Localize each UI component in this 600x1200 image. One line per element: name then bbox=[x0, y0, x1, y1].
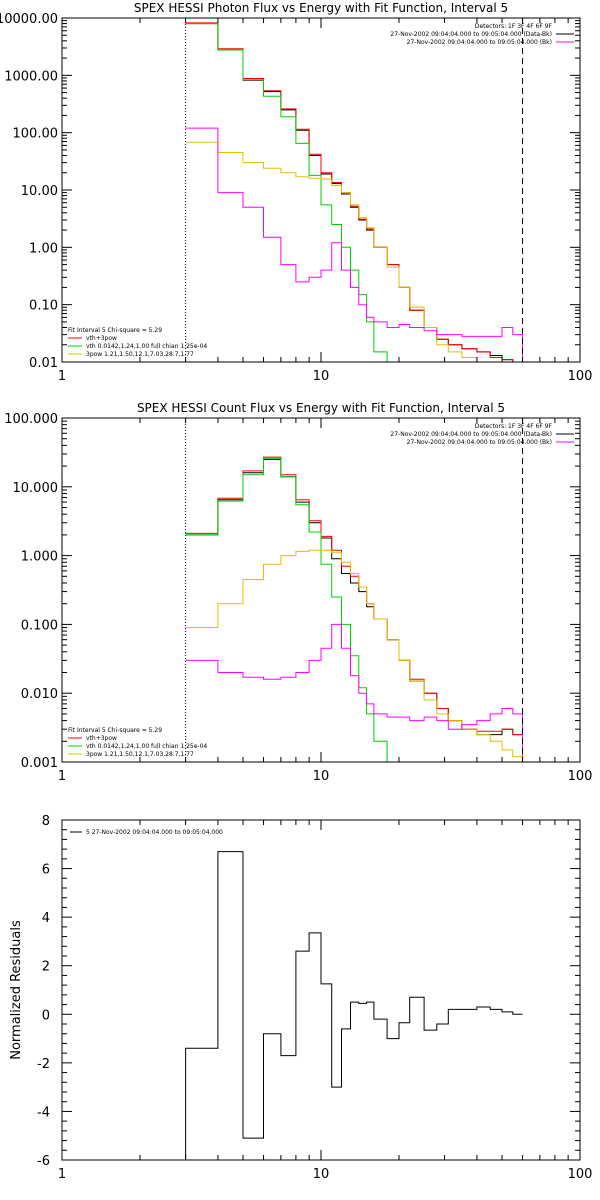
x-tick-label: 10 bbox=[313, 1167, 330, 1182]
x-tick-label: 100 bbox=[568, 769, 593, 784]
y-tick-label: 0 bbox=[42, 1008, 50, 1023]
legend-topright-text: 27-Nov-2002 09:04:04.000 to 09:05:04.000… bbox=[390, 431, 552, 438]
y-tick-label: 0.100 bbox=[21, 618, 58, 633]
series-line-0 bbox=[185, 458, 523, 762]
y-axis-label: Normalized Residuals bbox=[9, 920, 24, 1060]
legend-bottomleft-text: vth 0.0142,1.24,1.00 full chian 1.25e-04 bbox=[86, 743, 207, 750]
y-tick-label: 0.01 bbox=[29, 356, 58, 371]
legend-bottomleft-text: vth+3pow bbox=[86, 735, 117, 742]
series-line-3 bbox=[185, 549, 569, 762]
y-tick-label: 100.000 bbox=[4, 412, 58, 427]
series-line-1 bbox=[185, 456, 523, 762]
legend-bottomleft-text: 3pow 1.21,1.50,12.1,7.03,28.7,1.77 bbox=[86, 751, 194, 758]
legend-bottomleft-text: Fit Interval 5 Chi-square = 5.29 bbox=[68, 727, 162, 734]
plot-area bbox=[185, 851, 523, 1160]
y-tick-label: -4 bbox=[37, 1105, 50, 1120]
legend-topright-text: 27-Nov-2002 09:04:04.000 to 09:05:04.000… bbox=[407, 439, 552, 446]
y-tick-label: 10.000 bbox=[13, 481, 59, 496]
series-line-2 bbox=[185, 23, 388, 362]
series-line-1 bbox=[185, 22, 523, 362]
y-tick-label: 0.010 bbox=[21, 687, 58, 702]
y-tick-label: -6 bbox=[37, 1154, 50, 1169]
y-tick-label: 100.00 bbox=[13, 127, 59, 142]
x-tick-label: 1 bbox=[58, 1167, 66, 1182]
y-tick-label: 1.000 bbox=[21, 550, 58, 565]
legend-topright-text: Detectors: 1F 3F 4F 6F 9F bbox=[475, 423, 553, 430]
chart-title: SPEX HESSI Photon Flux vs Energy with Fi… bbox=[134, 1, 508, 15]
x-tick-label: 100 bbox=[568, 1167, 593, 1182]
x-tick-label: 1 bbox=[58, 369, 66, 384]
legend-bottomleft-text: 3pow 1.21,1.50,12.1,7.03,28.7,1.77 bbox=[86, 351, 194, 358]
legend-topright-text: Detectors: 1F 3F 4F 6F 9F bbox=[475, 23, 553, 30]
legend-topright-text: 27-Nov-2002 09:04:04.000 to 09:05:04.000… bbox=[407, 39, 552, 46]
legend-bottomleft-text: Fit Interval 5 Chi-square = 5.29 bbox=[68, 327, 162, 334]
y-tick-label: 1.00 bbox=[29, 241, 58, 256]
plot-area bbox=[185, 22, 523, 362]
legend-bottomleft-text: vth+3pow bbox=[86, 335, 117, 342]
y-tick-label: 10.00 bbox=[21, 184, 58, 199]
legend-topright-text: 27-Nov-2002 09:04:04.000 to 09:05:04.000… bbox=[390, 31, 552, 38]
y-tick-label: 0.10 bbox=[29, 299, 58, 314]
legend-topleft-text: 5 27-Nov-2002 09:04:04.000 to 09:05:04.0… bbox=[86, 829, 223, 836]
y-tick-label: 4 bbox=[42, 911, 50, 926]
x-tick-label: 1 bbox=[58, 769, 66, 784]
y-tick-label: 10000.00 bbox=[0, 12, 58, 27]
series-line-4 bbox=[185, 623, 523, 762]
plot-frame bbox=[61, 819, 581, 1161]
plot-area bbox=[185, 456, 569, 762]
y-tick-label: -2 bbox=[37, 1057, 50, 1072]
series-line-4 bbox=[185, 127, 523, 362]
x-tick-label: 10 bbox=[313, 769, 330, 784]
x-tick-label: 10 bbox=[313, 369, 330, 384]
y-tick-label: 2 bbox=[42, 960, 50, 975]
series-line-0 bbox=[185, 851, 523, 1160]
series-line-3 bbox=[185, 141, 523, 362]
y-tick-label: 1000.00 bbox=[4, 69, 58, 84]
chart-title: SPEX HESSI Count Flux vs Energy with Fit… bbox=[137, 401, 505, 415]
y-tick-label: 6 bbox=[42, 863, 50, 878]
x-tick-label: 100 bbox=[568, 369, 593, 384]
y-tick-label: 8 bbox=[42, 814, 50, 829]
y-tick-label: 0.001 bbox=[21, 756, 58, 771]
legend-bottomleft-text: vth 0.0142,1.24,1.00 full chian 1.25e-04 bbox=[86, 343, 207, 350]
